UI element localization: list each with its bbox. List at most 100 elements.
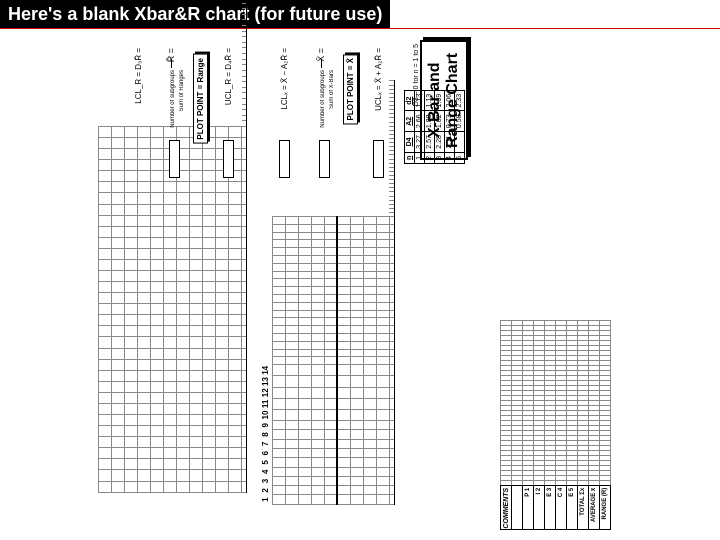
plot-cell [298,357,311,365]
plot-cell [324,302,337,310]
plot-cell [337,334,350,342]
plot-cell [363,387,376,398]
plot-cell [376,349,389,357]
data-cell [534,321,545,326]
plot-cell [311,263,324,271]
plot-cell [285,240,298,248]
plot-cell [311,334,324,342]
data-cell [589,376,600,381]
plot-tick [389,122,394,126]
plot-cell [99,403,112,414]
data-cell [567,480,578,485]
plot-cell [363,467,376,476]
plot-cell [125,348,138,359]
plot-cell [216,437,229,448]
constants-note: D3 = 0 for n = 1 to 5 [413,44,420,106]
plot-cell [324,398,337,409]
plot-tick [242,37,247,43]
plot-tick [242,160,247,171]
plot-cell [324,439,337,448]
plot-cell [363,449,376,458]
plot-tick [389,279,394,287]
plot-cell [151,282,164,293]
data-cell [523,391,534,396]
data-cell [600,391,611,396]
lcl-r-formula: LCL_R = D₃R̄ = [134,48,143,104]
plot-tick [389,217,394,225]
data-cell [600,465,611,470]
data-cell [600,460,611,465]
plot-tick [242,348,247,359]
data-cell [512,480,523,485]
plot-cell [112,171,125,182]
data-cell [545,336,556,341]
plot-cell [151,470,164,481]
plot-cell [112,481,125,492]
data-cell [523,331,534,336]
data-cell [567,406,578,411]
plot-cell [216,403,229,414]
plot-cell [125,237,138,248]
plot-cell [112,293,125,304]
plot-cell [190,248,203,259]
data-cell [512,435,523,440]
plot-cell [272,224,285,232]
data-cell [600,356,611,361]
plot-col-number [260,232,272,240]
data-cell [578,475,589,480]
plot-cell [216,459,229,470]
data-cell [600,450,611,455]
plot-cell [190,215,203,226]
plot-cell [229,271,242,282]
plot-cell [203,237,216,248]
plot-cell [298,476,311,485]
data-cell [567,336,578,341]
data-cell [556,336,567,341]
plot-cell [112,337,125,348]
plot-cell [216,326,229,337]
data-cell [556,425,567,430]
data-cell [567,460,578,465]
plot-tick [242,110,247,116]
ucl-r-value-box [223,140,234,178]
plot-cell [376,263,389,271]
rbar-value-box [169,140,180,178]
plot-cell [229,481,242,492]
plot-cell [337,287,350,295]
plot-cell [298,287,311,295]
data-cell [578,406,589,411]
data-cell [578,326,589,331]
data-cell [589,391,600,396]
data-cell [556,435,567,440]
plot-cell [138,315,151,326]
plot-cell [376,240,389,248]
data-cell [534,361,545,366]
data-cell [589,401,600,406]
plot-cell [164,348,177,359]
data-cell [589,396,600,401]
plot-cell [363,271,376,279]
plot-cell [216,448,229,459]
plot-cell [138,403,151,414]
data-cell [600,371,611,376]
plot-cell [298,334,311,342]
plot-tick [389,271,394,279]
plot-cell [363,263,376,271]
data-cell [556,341,567,346]
const-cell [455,132,465,153]
plot-cell [99,337,112,348]
plot-cell [203,426,216,437]
plot-cell [298,310,311,318]
const-cell: 3.27 [415,132,425,153]
data-cell [567,331,578,336]
plot-tick [389,163,394,167]
plot-cell [138,171,151,182]
plot-cell [350,349,363,357]
plot-cell [285,398,298,409]
data-cell [545,465,556,470]
data-cell [600,321,611,326]
data-cell [556,470,567,475]
data-cell [534,346,545,351]
data-cell [589,416,600,421]
plot-cell [324,232,337,240]
